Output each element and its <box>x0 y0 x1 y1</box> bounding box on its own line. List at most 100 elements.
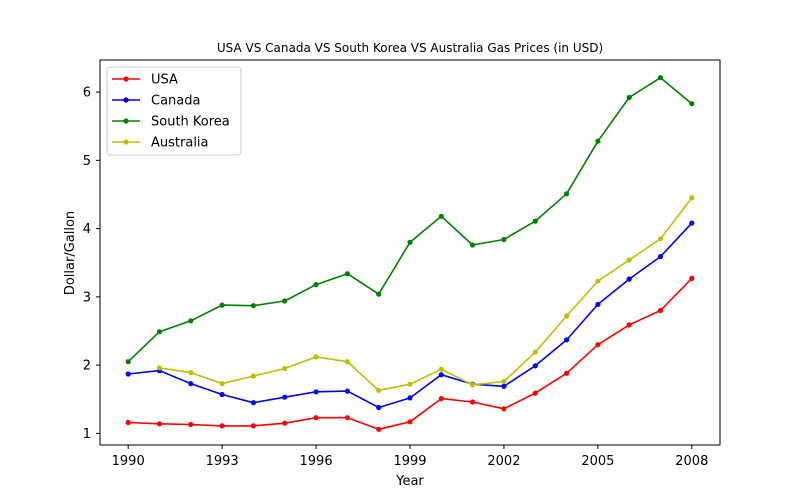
data-point-australia <box>564 313 570 319</box>
legend-entry-south-korea: South Korea <box>112 115 230 130</box>
legend-entry-canada: Canada <box>112 94 200 109</box>
legend-swatch-marker <box>123 118 129 124</box>
data-point-usa <box>438 396 444 402</box>
legend-label: South Korea <box>151 115 230 130</box>
y-axis-label: Dollar/Gallon <box>63 211 78 295</box>
data-point-south-korea <box>313 282 319 288</box>
series-layer <box>125 75 695 432</box>
data-point-canada <box>219 391 225 398</box>
legend-swatch-marker <box>123 97 129 103</box>
data-point-south-korea <box>376 291 382 297</box>
y-axis: 1 2 3 4 5 6 <box>83 86 100 442</box>
data-point-canada <box>657 254 664 260</box>
y-tick-label: 1 <box>83 427 91 442</box>
data-point-south-korea <box>250 303 256 309</box>
data-point-usa <box>250 423 256 429</box>
data-point-australia <box>250 373 256 379</box>
data-point-south-korea <box>438 213 444 219</box>
data-point-usa <box>470 399 476 405</box>
series-usa <box>125 275 695 432</box>
legend-label: Australia <box>151 136 209 151</box>
data-point-usa <box>689 275 695 281</box>
series-line-australia <box>159 197 693 392</box>
data-point-canada <box>689 220 695 226</box>
x-tick-label: 2005 <box>581 454 614 469</box>
data-point-australia <box>407 381 413 387</box>
data-point-usa <box>313 415 319 421</box>
y-tick-label: 5 <box>83 154 91 169</box>
data-point-canada <box>282 394 288 400</box>
y-tick-label: 2 <box>83 359 91 374</box>
chart-title: USA VS Canada VS South Korea VS Australi… <box>217 41 603 55</box>
data-point-south-korea <box>344 271 350 277</box>
legend: USA Canada South Korea Australia <box>106 66 242 156</box>
data-point-usa <box>282 420 288 426</box>
data-point-south-korea <box>501 236 507 243</box>
data-point-canada <box>438 372 444 378</box>
data-point-australia <box>282 365 288 372</box>
data-point-australia <box>470 382 476 388</box>
data-point-usa <box>376 426 382 432</box>
y-tick-label: 4 <box>83 222 91 237</box>
data-point-canada <box>344 388 350 394</box>
data-point-usa <box>407 419 413 425</box>
data-point-australia <box>532 349 538 355</box>
data-point-usa <box>344 415 350 421</box>
data-point-canada <box>532 363 538 369</box>
x-tick-label: 1999 <box>393 454 426 469</box>
legend-swatch-marker <box>123 139 129 145</box>
data-point-australia <box>344 359 350 365</box>
data-point-south-korea <box>626 94 632 101</box>
data-point-australia <box>689 195 695 201</box>
data-point-australia <box>501 378 507 385</box>
data-point-south-korea <box>470 242 476 248</box>
data-point-south-korea <box>282 298 288 304</box>
data-point-canada <box>595 301 601 307</box>
data-point-south-korea <box>595 138 601 144</box>
data-point-south-korea <box>219 302 225 308</box>
data-point-usa <box>188 421 194 428</box>
data-point-australia <box>438 366 444 372</box>
data-point-canada <box>188 381 194 387</box>
data-point-usa <box>657 307 664 314</box>
legend-label: USA <box>151 73 178 88</box>
legend-label: Canada <box>151 94 200 109</box>
x-axis-label: Year <box>395 474 424 489</box>
data-point-canada <box>626 276 632 282</box>
series-line-usa <box>128 277 693 431</box>
data-point-australia <box>595 278 601 284</box>
y-tick-label: 6 <box>83 86 91 101</box>
data-point-usa <box>532 390 538 396</box>
data-point-australia <box>156 365 163 371</box>
data-point-usa <box>501 406 507 412</box>
data-point-canada <box>407 395 413 401</box>
legend-swatch-marker <box>123 76 129 82</box>
x-tick-label: 1996 <box>300 454 333 469</box>
data-point-usa <box>156 421 163 427</box>
data-point-south-korea <box>532 218 538 224</box>
data-point-australia <box>188 370 194 376</box>
legend-entry-usa: USA <box>112 73 178 88</box>
data-point-usa <box>626 322 632 328</box>
data-point-usa <box>595 342 601 348</box>
data-point-usa <box>219 423 225 429</box>
legend-box <box>106 66 242 156</box>
data-point-usa <box>564 370 570 376</box>
data-point-australia <box>376 387 382 393</box>
x-tick-label: 1990 <box>112 454 145 469</box>
data-point-canada <box>564 337 570 343</box>
data-point-australia <box>626 257 632 263</box>
x-tick-label: 2008 <box>675 454 708 469</box>
data-point-canada <box>250 400 256 406</box>
data-point-usa <box>125 419 131 426</box>
x-tick-label: 2002 <box>487 454 520 469</box>
data-point-south-korea <box>188 318 194 324</box>
data-point-south-korea <box>156 329 163 335</box>
data-point-south-korea <box>657 75 664 81</box>
data-point-south-korea <box>407 239 413 245</box>
x-tick-label: 1993 <box>206 454 239 469</box>
data-point-australia <box>657 236 664 242</box>
data-point-australia <box>313 354 319 360</box>
y-tick-label: 3 <box>83 290 91 305</box>
